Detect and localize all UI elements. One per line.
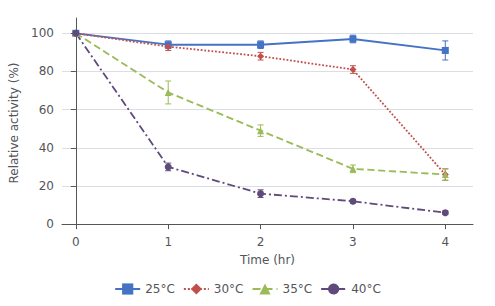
svg-text:100: 100 xyxy=(31,26,54,40)
svg-text:60: 60 xyxy=(39,103,54,117)
svg-text:25°C: 25°C xyxy=(145,282,175,296)
svg-text:0: 0 xyxy=(46,217,54,231)
svg-text:30°C: 30°C xyxy=(214,282,244,296)
svg-text:35°C: 35°C xyxy=(283,282,313,296)
svg-text:3: 3 xyxy=(349,235,357,249)
svg-text:4: 4 xyxy=(441,235,449,249)
svg-text:0: 0 xyxy=(72,235,80,249)
svg-text:80: 80 xyxy=(39,64,54,78)
svg-text:2: 2 xyxy=(257,235,265,249)
svg-text:40°C: 40°C xyxy=(351,282,381,296)
svg-text:1: 1 xyxy=(164,235,172,249)
svg-text:Time (hr): Time (hr) xyxy=(239,253,295,267)
svg-text:20: 20 xyxy=(39,179,54,193)
svg-text:Relative activity (%): Relative activity (%) xyxy=(7,62,21,183)
svg-text:40: 40 xyxy=(39,141,54,155)
